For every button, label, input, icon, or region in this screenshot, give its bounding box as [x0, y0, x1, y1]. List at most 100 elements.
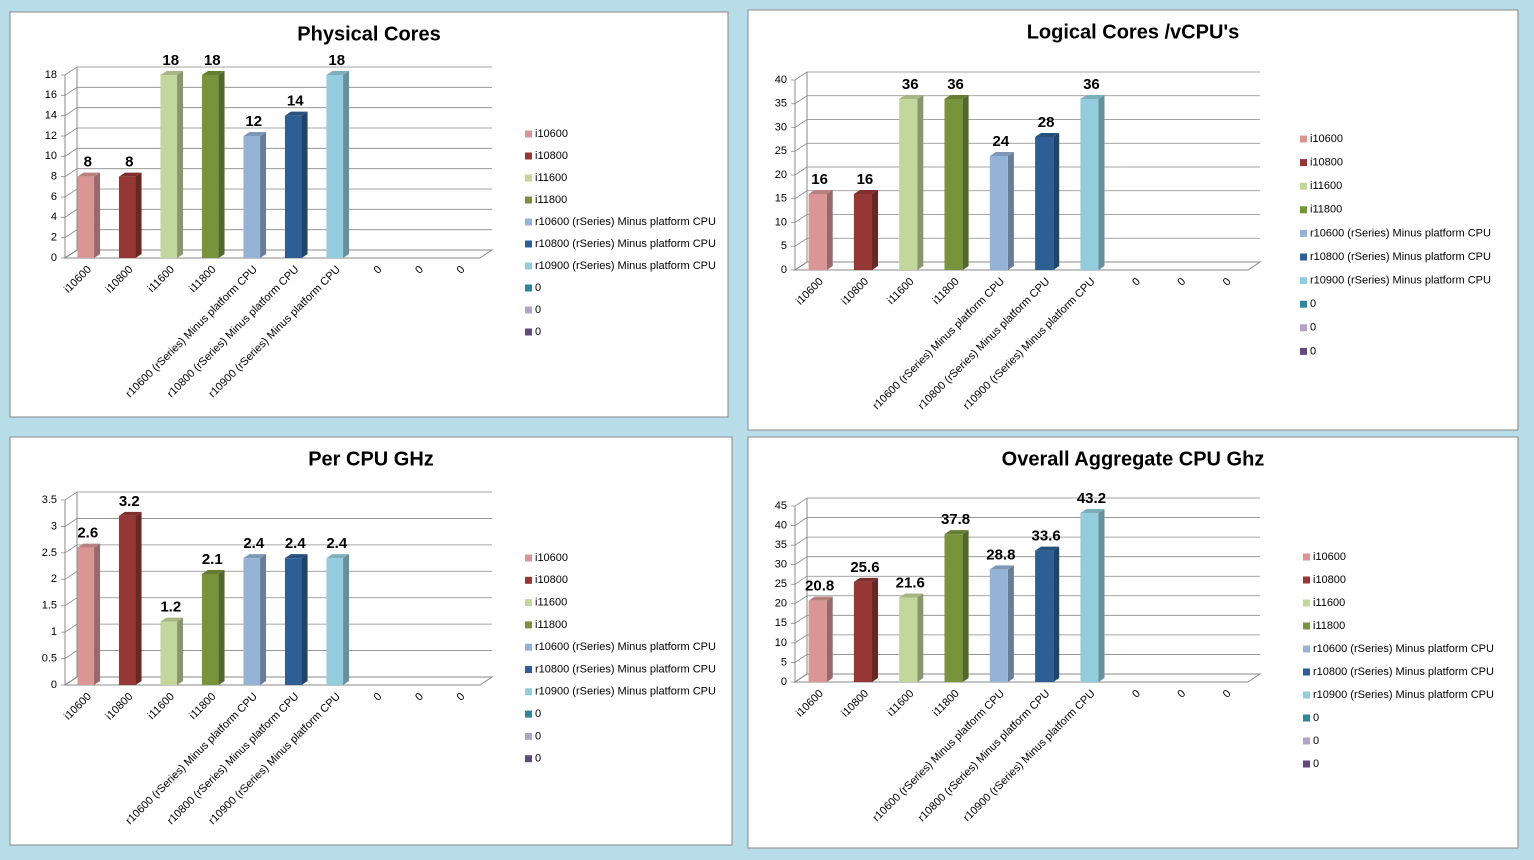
grid-line: [61, 518, 492, 527]
grid-line: [61, 147, 492, 157]
legend-swatch: [525, 576, 532, 584]
legend-swatch: [1303, 691, 1310, 699]
legend-label: r10800 (rSeries) Minus platform CPU: [535, 663, 716, 675]
legend-label: i10800: [1313, 574, 1346, 586]
legend-label: r10900 (rSeries) Minus platform CPU: [535, 260, 716, 272]
legend-label: 0: [535, 282, 541, 294]
legend-swatch: [525, 688, 532, 696]
data-label: 36: [947, 76, 964, 93]
grid-line: [791, 517, 1260, 526]
y-tick-label: 1.5: [42, 600, 57, 612]
grid-line: [61, 570, 492, 580]
y-tick-label: 2: [51, 232, 57, 244]
bar: [284, 115, 302, 259]
data-label: 16: [857, 171, 874, 188]
bar: [243, 558, 261, 685]
grid-line: [61, 107, 492, 117]
legend-label: 0: [535, 708, 541, 720]
grid-line: [791, 166, 1260, 176]
legend-swatch: [1303, 668, 1310, 676]
bar-side: [962, 530, 969, 682]
data-label: 8: [84, 154, 92, 171]
bar-side: [872, 190, 879, 270]
legend-label: 0: [1313, 735, 1319, 747]
chart-panel: Overall Aggregate CPU Ghz 0 5 10 15 20 25 30 35 4…: [747, 436, 1519, 849]
legend-swatch: [1303, 553, 1310, 561]
y-tick-label: 40: [775, 519, 787, 531]
grid-line: [61, 650, 492, 659]
grid-line: [791, 261, 1260, 271]
grid-line: [791, 654, 1260, 663]
legend-swatch: [1303, 760, 1310, 768]
y-tick-label: 0: [51, 252, 57, 264]
grid-line: [791, 536, 1260, 546]
bar: [989, 156, 1008, 270]
bar-top: [243, 132, 267, 136]
bar-side: [260, 132, 267, 258]
grid-line: [791, 614, 1260, 624]
legend-label: i10800: [535, 574, 568, 586]
data-label: 2.4: [243, 535, 265, 552]
y-tick-label: 10: [775, 216, 787, 228]
legend-swatch: [525, 218, 532, 226]
legend-swatch: [525, 643, 532, 651]
y-tick-label: 35: [775, 98, 787, 110]
grid-line: [61, 229, 492, 239]
y-tick-label: 25: [775, 578, 787, 590]
legend-label: 0: [1310, 322, 1316, 334]
bar-side: [301, 111, 308, 259]
legend-swatch: [525, 621, 532, 629]
legend-label: i11600: [535, 597, 567, 609]
bar-top: [808, 596, 833, 601]
bar: [808, 600, 827, 682]
bar-top: [1035, 133, 1060, 137]
grid-line: [61, 676, 492, 686]
bar-side: [917, 95, 924, 270]
legend-swatch: [1300, 347, 1307, 355]
y-tick-label: 10: [45, 150, 57, 162]
chart-panel: Per CPU GHz00.511.522.533.5i106002.6i106…: [9, 436, 733, 846]
y-tick-label: 5: [781, 240, 787, 252]
bar-top: [1080, 509, 1105, 514]
grid-line: [791, 119, 1260, 128]
data-label: 28.8: [986, 546, 1015, 563]
y-tick-label: 20: [775, 598, 787, 610]
bar-top: [201, 71, 225, 75]
bar-top: [201, 570, 225, 574]
y-tick-label: 35: [775, 539, 787, 551]
legend-swatch: [525, 554, 532, 562]
bar-side: [1007, 152, 1014, 270]
legend-swatch: [525, 284, 532, 292]
data-label: 18: [204, 52, 221, 69]
bar: [326, 558, 344, 685]
y-tick-label: 4: [51, 211, 57, 223]
legend-label: r10900 (rSeries) Minus platform CPU: [535, 686, 716, 698]
grid-line: [61, 597, 492, 607]
bar-top: [989, 565, 1014, 570]
y-tick-label: 0: [51, 679, 57, 691]
legend-label: 0: [1313, 758, 1319, 770]
bar: [77, 176, 95, 258]
bar-top: [853, 577, 879, 582]
bar: [944, 534, 963, 682]
legend-label: i11600: [1313, 597, 1345, 609]
legend-label: r10900 (rSeries) Minus platform CPU: [1310, 275, 1491, 287]
bar: [1035, 550, 1054, 682]
grid-line: [61, 66, 492, 76]
bar: [1080, 99, 1099, 270]
legend-swatch: [525, 240, 532, 248]
legend-swatch: [525, 328, 532, 336]
legend-swatch: [1300, 135, 1307, 143]
bar-side: [177, 71, 184, 258]
y-tick-label: 1: [51, 626, 57, 638]
grid-line: [791, 214, 1260, 223]
bar: [118, 176, 136, 258]
bar: [1035, 137, 1054, 270]
grid-line: [61, 491, 492, 501]
bar-side: [1098, 509, 1105, 682]
y-tick-label: 16: [45, 89, 57, 101]
bar-top: [989, 152, 1014, 156]
legend-swatch: [1300, 277, 1307, 285]
data-label: 33.6: [1032, 528, 1061, 545]
data-label: 2.1: [202, 551, 223, 568]
